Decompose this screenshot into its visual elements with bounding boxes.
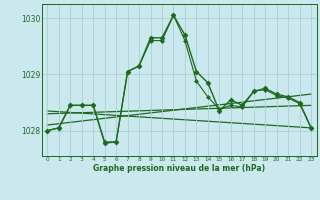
X-axis label: Graphe pression niveau de la mer (hPa): Graphe pression niveau de la mer (hPa) (93, 164, 265, 173)
